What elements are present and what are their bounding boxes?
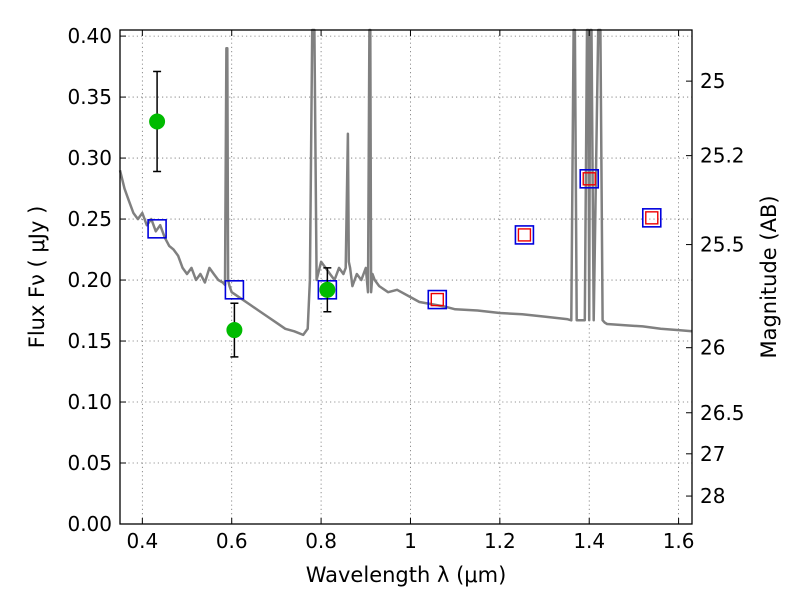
- y2-tick-label: 25.2: [700, 144, 745, 168]
- model-photometry-square: [641, 208, 662, 228]
- model-photometry-square: [427, 289, 448, 310]
- plot-frame: [119, 29, 693, 525]
- observed-photometry: [149, 70, 336, 358]
- y-tick-label: 0.40: [67, 24, 112, 48]
- y-tick-label: 0.00: [67, 512, 112, 536]
- y2-tick-label: 25.5: [700, 233, 745, 257]
- y2-tick-label: 26.5: [700, 401, 745, 425]
- y-tick-label: 0.15: [67, 329, 112, 353]
- x-tick-label: 1.2: [484, 529, 516, 553]
- y-tick-label: 0.20: [67, 268, 112, 292]
- y2-tick-label: 25: [700, 69, 725, 93]
- y2-tick-label: 28: [700, 484, 725, 508]
- y2-tick-label: 27: [700, 442, 725, 466]
- x-tick-label: 1.4: [573, 529, 605, 553]
- y2-tick-label: 26: [700, 336, 725, 360]
- model-photometry-square: [147, 219, 167, 239]
- x-tick-label: 0.8: [305, 529, 337, 553]
- y-tick-label: 0.30: [67, 146, 112, 170]
- y-tick-label: 0.10: [67, 390, 112, 414]
- model-photometry-square: [514, 225, 535, 245]
- x-tick-label: 0.4: [126, 529, 158, 553]
- x-axis-ticks: 0.4 0.6 0.8 1 1.2 1.4 1.6: [126, 30, 695, 553]
- x-tick-label: 1.6: [663, 529, 695, 553]
- nir-photometry-square: [645, 211, 659, 225]
- y2-axis-ticks: 25 25.2 25.5 26 26.5 27 28: [686, 69, 745, 508]
- model-photometry-square: [579, 169, 600, 189]
- observed-point: [319, 281, 336, 298]
- y-tick-label: 0.35: [67, 85, 112, 109]
- x-tick-label: 0.6: [216, 529, 248, 553]
- observed-point: [226, 322, 243, 339]
- nir-photometry-square: [582, 172, 596, 186]
- model-photometry-square: [224, 280, 245, 300]
- observed-point: [149, 113, 166, 130]
- y-tick-label: 0.25: [67, 207, 112, 231]
- y2-axis-label: Magnitude (AB): [757, 195, 781, 358]
- model-spectrum-line: [118, 28, 693, 337]
- model-spectrum: [118, 28, 693, 337]
- y-axis-label: Flux Fν ( μJy ): [25, 206, 49, 349]
- nir-photometry-square: [430, 292, 444, 307]
- x-axis-label: Wavelength λ (μm): [306, 563, 507, 587]
- y-tick-label: 0.05: [67, 451, 112, 475]
- x-tick-label: 1: [404, 529, 417, 553]
- nir-photometry-square: [517, 228, 532, 242]
- y-axis-ticks: 0.00 0.05 0.10 0.15 0.20 0.25 0.30 0.35 0.40: [67, 24, 126, 536]
